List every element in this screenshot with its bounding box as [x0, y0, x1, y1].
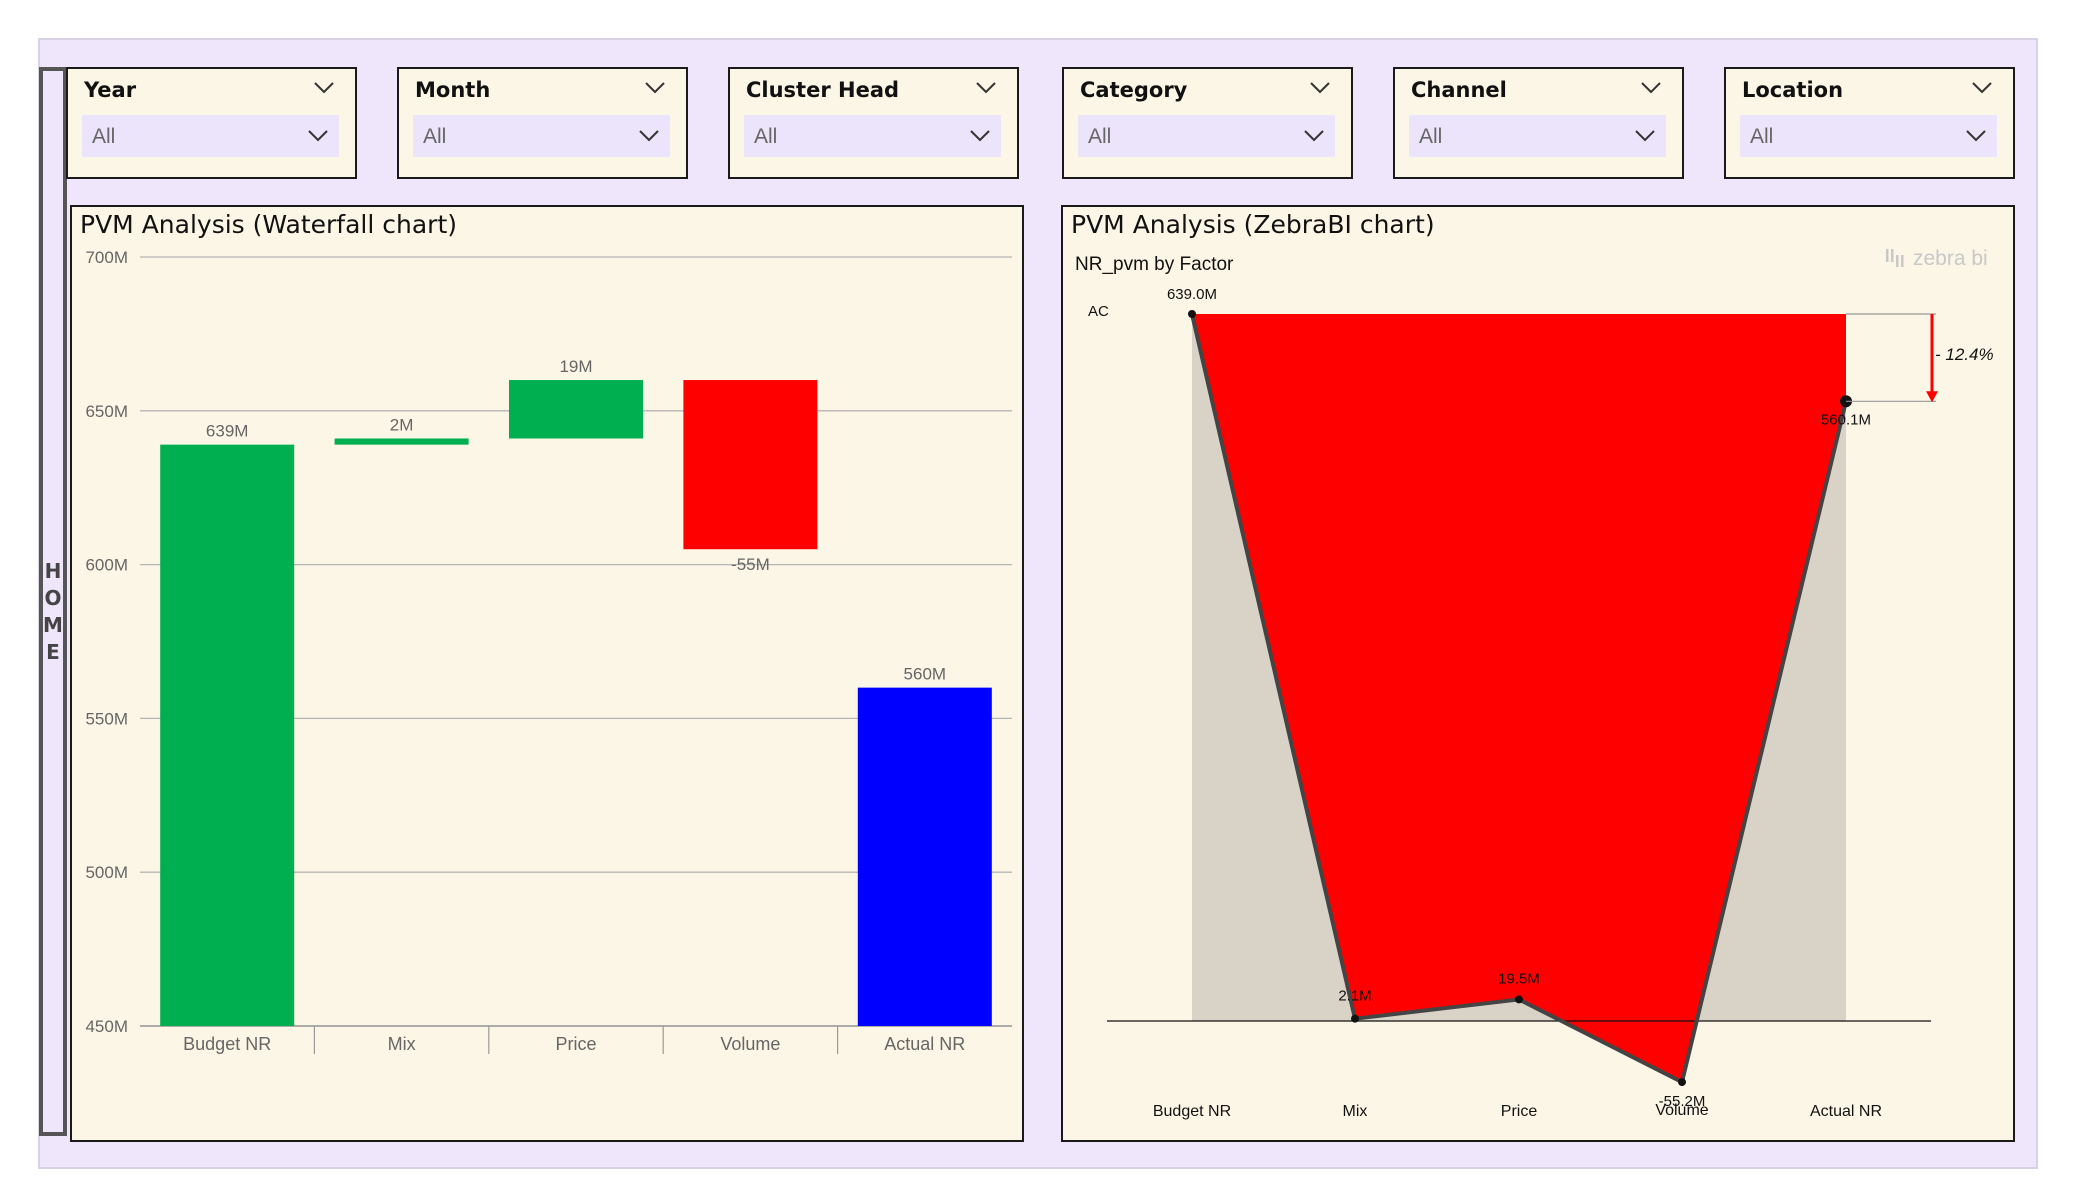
- slicer-channel: Channel All: [1393, 67, 1684, 179]
- dropdown-value: All: [423, 125, 447, 148]
- chevron-down-icon: [639, 130, 659, 142]
- channel-dropdown[interactable]: All: [1409, 115, 1666, 157]
- data-label: -55M: [731, 555, 770, 574]
- dropdown-value: All: [754, 125, 778, 148]
- dropdown-value: All: [1419, 125, 1443, 148]
- chevron-down-icon: [970, 130, 990, 142]
- data-point: [1515, 995, 1523, 1004]
- home-letter: O: [44, 586, 62, 610]
- chevron-down-icon: [1966, 130, 1986, 142]
- slicer-year: Year All: [66, 67, 357, 179]
- row-label: AC: [1088, 303, 1109, 320]
- x-tick-label: Mix: [1343, 1103, 1368, 1120]
- data-label: 639M: [206, 422, 249, 441]
- data-label: 19.5M: [1498, 970, 1540, 987]
- panel-title: PVM Analysis (ZebraBI chart): [1071, 210, 1435, 239]
- data-label: 2M: [390, 415, 414, 434]
- y-tick-label: 650M: [85, 402, 128, 421]
- chevron-down-icon: [308, 130, 328, 142]
- data-label: 639.0M: [1167, 286, 1217, 303]
- x-tick-label: Price: [1501, 1103, 1538, 1120]
- zebra-logo-icon: [1886, 249, 1904, 267]
- slicer-title: Cluster Head: [746, 78, 900, 102]
- data-label: 2.1M: [1338, 988, 1371, 1005]
- x-tick-label: Mix: [388, 1034, 416, 1054]
- waterfall-bar: [509, 380, 643, 439]
- x-tick-label: Actual NR: [1810, 1103, 1882, 1120]
- home-letter: M: [43, 613, 63, 637]
- slicer-cluster-head: Cluster Head All: [728, 67, 1019, 179]
- slicer-title: Location: [1742, 78, 1844, 102]
- y-tick-label: 600M: [85, 556, 128, 575]
- chevron-down-icon: [1635, 130, 1655, 142]
- y-tick-label: 700M: [85, 248, 128, 267]
- home-nav-button[interactable]: H O M E: [39, 67, 67, 1136]
- chevron-down-icon[interactable]: [313, 81, 335, 95]
- waterfall-bar: [334, 438, 469, 445]
- data-point: [1188, 310, 1196, 318]
- chevron-down-icon[interactable]: [1309, 81, 1331, 95]
- home-label: H O M E: [43, 558, 63, 666]
- chevron-down-icon: [1304, 130, 1324, 142]
- home-letter: H: [44, 559, 62, 583]
- slicer-month: Month All: [397, 67, 688, 179]
- data-point: [1678, 1078, 1686, 1087]
- logo-text: zebra bi: [1913, 247, 1988, 270]
- home-letter: E: [46, 640, 60, 664]
- data-label: -55.2M: [1659, 1093, 1706, 1110]
- slicer-title: Category: [1080, 78, 1188, 102]
- chevron-down-icon[interactable]: [644, 81, 666, 95]
- x-tick-label: Budget NR: [183, 1034, 271, 1054]
- dropdown-value: All: [1088, 125, 1112, 148]
- slicer-location: Location All: [1724, 67, 2015, 179]
- variance-area: [1192, 314, 1846, 1083]
- dropdown-value: All: [1750, 125, 1774, 148]
- cluster-head-dropdown[interactable]: All: [744, 115, 1001, 157]
- location-dropdown[interactable]: All: [1740, 115, 1997, 157]
- y-tick-label: 500M: [85, 863, 128, 882]
- waterfall-bar: [160, 444, 295, 1026]
- chevron-down-icon[interactable]: [1640, 81, 1662, 95]
- waterfall-bar: [857, 687, 992, 1026]
- dropdown-value: All: [92, 125, 116, 148]
- category-dropdown[interactable]: All: [1078, 115, 1335, 157]
- chevron-down-icon[interactable]: [975, 81, 997, 95]
- x-tick-label: Volume: [1655, 1102, 1708, 1119]
- zebra-logo[interactable]: zebra bi: [1886, 247, 1988, 270]
- slicer-title: Month: [415, 78, 491, 102]
- zebra-chart: NR_pvm by Factor zebra bi AC - 12.4% 639…: [1075, 247, 1994, 1120]
- chart-subtitle: NR_pvm by Factor: [1075, 254, 1234, 275]
- slicer-category: Category All: [1062, 67, 1353, 179]
- x-tick-label: Budget NR: [1153, 1103, 1231, 1120]
- x-tick-label: Actual NR: [884, 1034, 965, 1054]
- waterfall-panel: PVM Analysis (Waterfall chart) 700M 650M 6…: [70, 205, 1024, 1142]
- waterfall-chart: 700M 650M 600M 550M 500M 450M 639M Budget NR 2M M…: [85, 248, 1012, 1054]
- panel-title: PVM Analysis (Waterfall chart): [80, 210, 458, 239]
- slicer-title: Channel: [1411, 78, 1507, 102]
- chevron-down-icon[interactable]: [1971, 81, 1993, 95]
- zebra-panel: PVM Analysis (ZebraBI chart) NR_pvm by F…: [1061, 205, 2015, 1142]
- waterfall-bar: [683, 380, 818, 550]
- data-point: [1351, 1014, 1359, 1023]
- y-tick-label: 550M: [85, 709, 128, 728]
- data-label: 560.1M: [1821, 411, 1871, 428]
- variance-label: - 12.4%: [1935, 345, 1994, 364]
- variance-arrow-head: [1926, 391, 1938, 403]
- data-label: 19M: [559, 357, 592, 376]
- data-label: 560M: [904, 665, 947, 684]
- slicer-title: Year: [84, 78, 137, 102]
- x-tick-label: Volume: [720, 1034, 780, 1054]
- x-tick-label: Price: [555, 1034, 596, 1054]
- month-dropdown[interactable]: All: [413, 115, 670, 157]
- y-tick-label: 450M: [85, 1017, 128, 1036]
- year-dropdown[interactable]: All: [82, 115, 339, 157]
